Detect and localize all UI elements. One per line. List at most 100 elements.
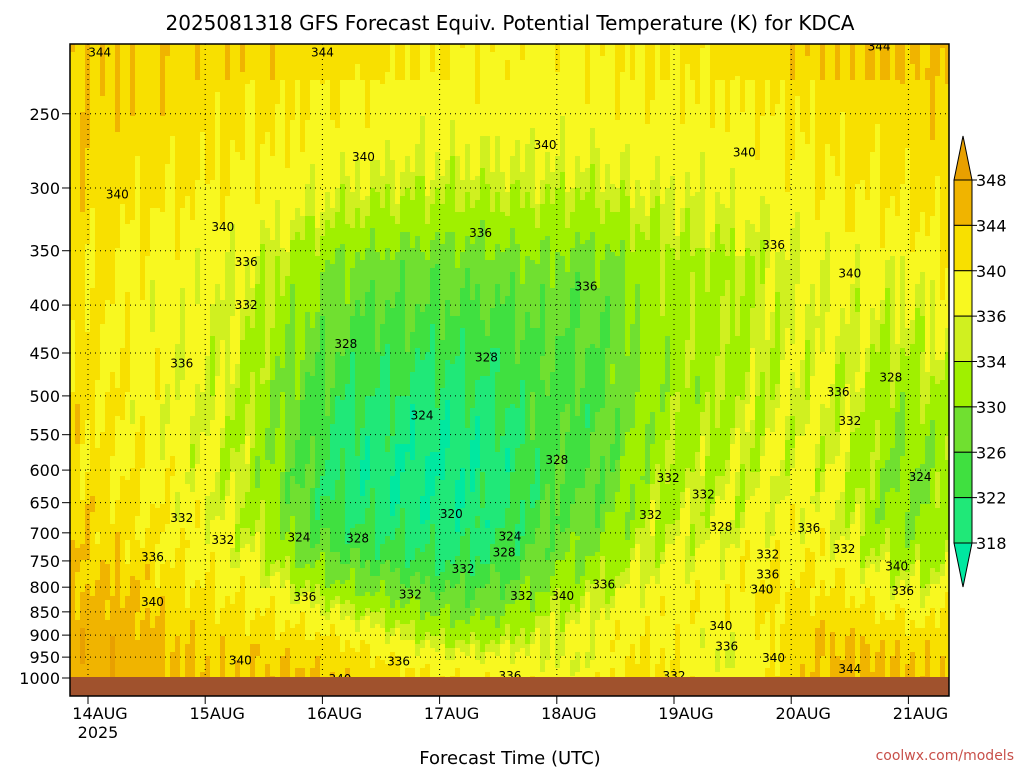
field-cell xyxy=(120,492,126,497)
field-cell xyxy=(175,356,181,361)
field-cell xyxy=(210,176,216,181)
field-cell xyxy=(125,196,131,201)
field-cell xyxy=(80,132,86,137)
field-cell xyxy=(155,180,161,185)
field-cell xyxy=(205,628,211,633)
field-cell xyxy=(210,356,216,361)
field-cell xyxy=(115,588,121,593)
field-cell xyxy=(195,264,201,269)
field-cell xyxy=(120,96,126,101)
field-cell xyxy=(190,604,196,609)
field-cell xyxy=(100,76,106,81)
field-cell xyxy=(70,260,76,265)
field-cell xyxy=(195,480,201,485)
field-cell xyxy=(155,312,161,317)
field-cell xyxy=(205,44,211,49)
field-cell xyxy=(165,344,171,349)
field-cell xyxy=(90,136,96,141)
field-cell xyxy=(205,136,211,141)
field-cell xyxy=(215,392,221,397)
field-cell xyxy=(105,152,111,157)
field-cell xyxy=(175,400,181,405)
field-cell xyxy=(205,548,211,553)
field-cell xyxy=(85,664,91,669)
field-cell xyxy=(115,332,121,337)
field-cell xyxy=(100,516,106,521)
field-cell xyxy=(220,372,226,377)
field-cell xyxy=(120,72,126,77)
field-cell xyxy=(70,556,76,561)
field-cell xyxy=(105,344,111,349)
field-cell xyxy=(175,328,181,333)
field-cell xyxy=(200,604,206,609)
field-cell xyxy=(125,568,131,573)
field-cell xyxy=(145,220,151,225)
field-cell xyxy=(105,400,111,405)
field-cell xyxy=(130,104,136,109)
field-cell xyxy=(90,280,96,285)
field-cell xyxy=(145,624,151,629)
field-cell xyxy=(185,364,191,369)
field-cell xyxy=(190,668,196,673)
field-cell xyxy=(200,636,206,641)
field-cell xyxy=(120,256,126,261)
field-cell xyxy=(130,612,136,617)
field-cell xyxy=(70,612,76,617)
field-cell xyxy=(200,516,206,521)
field-cell xyxy=(100,560,106,565)
field-cell xyxy=(180,380,186,385)
field-cell xyxy=(105,184,111,189)
field-cell xyxy=(175,120,181,125)
field-cell xyxy=(160,368,166,373)
field-cell xyxy=(115,316,121,321)
field-cell xyxy=(170,268,176,273)
field-cell xyxy=(110,580,116,585)
field-cell xyxy=(130,280,136,285)
field-cell xyxy=(155,292,161,297)
field-cell xyxy=(105,260,111,265)
field-cell xyxy=(130,244,136,249)
field-cell xyxy=(210,544,216,549)
field-cell xyxy=(110,516,116,521)
field-cell xyxy=(120,252,126,257)
field-cell xyxy=(85,460,91,465)
field-cell xyxy=(215,596,221,601)
field-cell xyxy=(100,452,106,457)
field-cell xyxy=(150,48,156,53)
field-cell xyxy=(70,312,76,317)
field-cell xyxy=(120,600,126,605)
field-cell xyxy=(130,92,136,97)
field-cell xyxy=(180,604,186,609)
field-cell xyxy=(150,568,156,573)
field-cell xyxy=(135,604,141,609)
field-cell xyxy=(215,492,221,497)
field-cell xyxy=(180,624,186,629)
field-cell xyxy=(140,628,146,633)
field-cell xyxy=(105,264,111,269)
field-cell xyxy=(200,144,206,149)
field-cell xyxy=(210,344,216,349)
field-cell xyxy=(70,384,76,389)
field-cell xyxy=(75,320,81,325)
field-cell xyxy=(185,528,191,533)
field-cell xyxy=(210,76,216,81)
field-cell xyxy=(100,152,106,157)
field-cell xyxy=(155,512,161,517)
field-cell xyxy=(175,232,181,237)
field-cell xyxy=(100,380,106,385)
field-cell xyxy=(120,504,126,509)
field-cell xyxy=(140,500,146,505)
field-cell xyxy=(205,240,211,245)
field-cell xyxy=(105,524,111,529)
field-cell xyxy=(145,84,151,89)
field-cell xyxy=(115,388,121,393)
field-cell xyxy=(220,280,226,285)
field-cell xyxy=(145,460,151,465)
field-cell xyxy=(80,380,86,385)
field-cell xyxy=(90,288,96,293)
field-cell xyxy=(100,632,106,637)
field-cell xyxy=(190,488,196,493)
field-cell xyxy=(120,320,126,325)
field-cell xyxy=(75,60,81,65)
field-cell xyxy=(95,116,101,121)
